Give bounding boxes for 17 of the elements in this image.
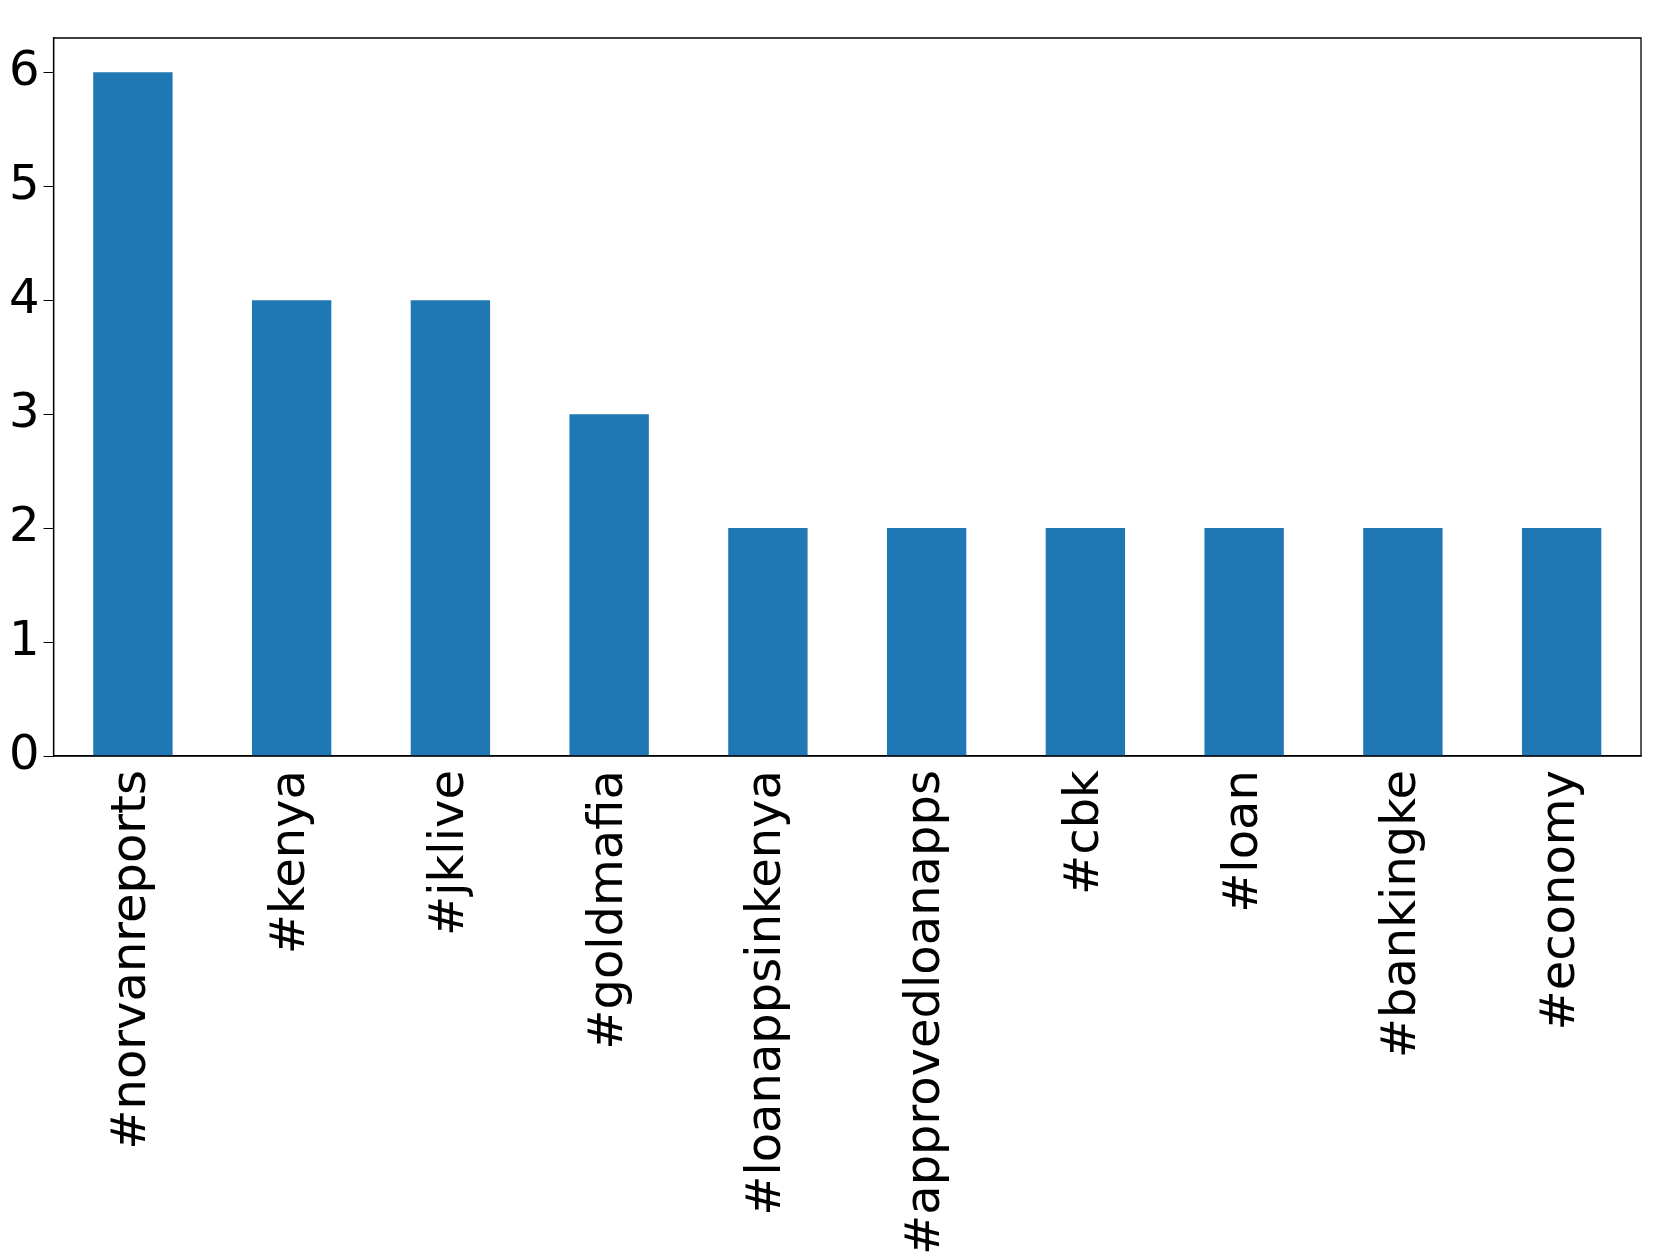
x-tick-label: #economy: [1529, 770, 1586, 1031]
x-tick-label: #approvedloanapps: [894, 770, 951, 1255]
x-tick-label: #norvanreports: [100, 770, 157, 1150]
x-tick-label: #goldmafia: [576, 770, 633, 1050]
x-tick-label: #loanappsinkenya: [735, 770, 792, 1216]
x-tick-label: #bankingke: [1370, 770, 1427, 1059]
x-tick-label: #loan: [1211, 770, 1268, 913]
y-tick-label: 1: [8, 609, 40, 666]
x-tick-label: #kenya: [259, 770, 316, 955]
y-tick-label: 2: [8, 495, 40, 552]
y-tick-label: 0: [8, 723, 40, 780]
x-tick-label: #jklive: [417, 770, 474, 937]
y-tick-label: 3: [8, 381, 40, 438]
y-tick-label: 4: [8, 267, 40, 324]
y-tick-label: 5: [8, 153, 40, 210]
y-tick-label: 6: [8, 39, 40, 96]
x-tick-label: #cbk: [1052, 769, 1109, 895]
